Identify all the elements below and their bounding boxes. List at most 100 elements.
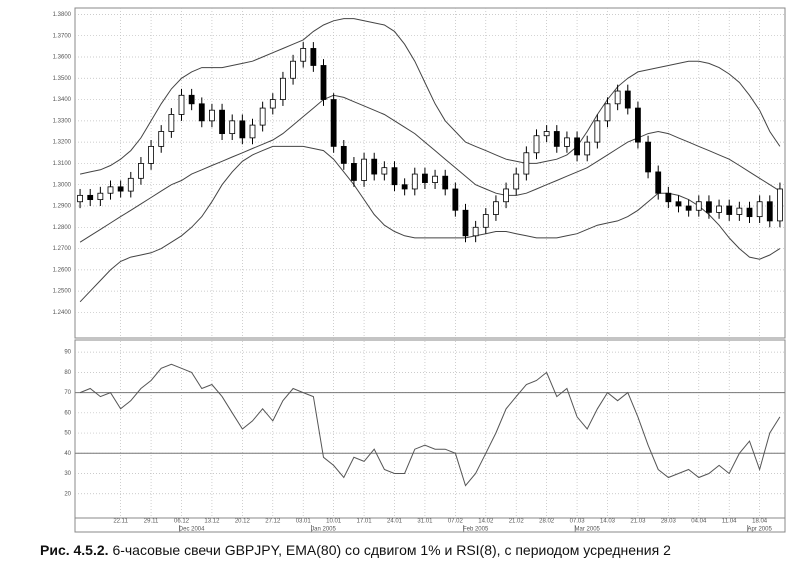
candle-body [198, 103, 205, 122]
caption-text: 6-часовые свечи GBPJPY, EMA(80) со сдвиг… [112, 542, 671, 558]
candle-body [624, 90, 631, 109]
x-tick-label: 13.12 [204, 519, 220, 525]
candle-body [229, 120, 236, 135]
candle-body [655, 171, 662, 194]
x-tick-label: 14.02 [478, 519, 494, 525]
band-line [79, 145, 781, 303]
candle-body [513, 173, 520, 190]
x-tick-label: 22.11 [113, 519, 128, 525]
candle-body [675, 201, 682, 207]
price-panel [74, 7, 786, 339]
x-tick-label: 28.03 [661, 519, 677, 525]
candle-body [401, 184, 408, 190]
candle-body [320, 65, 327, 100]
candle-body [756, 201, 763, 218]
candle-body [746, 207, 753, 218]
candle-body [422, 173, 428, 183]
candle-body [462, 209, 469, 237]
y-tick-label: 1.2500 [53, 289, 72, 295]
x-tick-label: 24.01 [387, 519, 403, 525]
candle-body [371, 158, 378, 175]
candle-body [391, 167, 398, 186]
candle-body [188, 94, 195, 105]
candle-body [726, 205, 733, 215]
candle-body [604, 103, 611, 122]
candle-body [361, 158, 367, 181]
x-tick-label: 28.02 [539, 519, 555, 525]
band-line [79, 18, 781, 175]
x-axis-strip [74, 517, 786, 533]
x-tick-label: 29.11 [144, 519, 159, 525]
x-tick-label: 14.03 [600, 519, 616, 525]
x-tick-label: 21.03 [630, 519, 646, 525]
candle-body [280, 77, 286, 100]
y-tick-label: 1.2400 [53, 310, 72, 316]
caption: Рис. 4.5.2. 6-часовые свечи GBPJPY, EMA(… [40, 542, 671, 558]
candle-body [503, 188, 509, 203]
month-label: Jan 2005 [311, 527, 336, 533]
x-tick-label: 17.01 [357, 519, 373, 525]
candle-body [665, 192, 672, 203]
y-tick-label: 20 [64, 491, 71, 497]
y-tick-label: 1.3600 [53, 55, 72, 61]
candle-body [340, 145, 347, 164]
candle-body [452, 188, 459, 211]
y-tick-label: 1.3700 [53, 33, 72, 39]
x-tick-label: 10.01 [326, 519, 342, 525]
y-tick-label: 1.3800 [53, 12, 72, 18]
candle-body [381, 167, 388, 175]
month-label: Feb 2005 [463, 527, 489, 533]
candle-body [523, 152, 530, 175]
caption-label: Рис. 4.5.2. [40, 542, 109, 558]
candle-body [290, 60, 296, 79]
candle-body [442, 175, 449, 190]
candle-body [777, 188, 783, 222]
chart: 22.11 29.11 06.12 13.12 20.12 27.12 03.01 10.01… [53, 7, 786, 533]
y-tick-label: 50 [64, 431, 71, 437]
candle-body [553, 131, 560, 147]
y-tick-label: 1.2900 [53, 204, 72, 210]
y-tick-label: 1.3000 [53, 182, 72, 188]
y-tick-label: 80 [64, 370, 71, 376]
y-tick-label: 1.2800 [53, 225, 72, 231]
candle-body [614, 90, 621, 105]
y-tick-label: 1.3200 [53, 140, 72, 146]
band-line [79, 94, 781, 243]
month-label: Dec 2004 [179, 527, 205, 533]
x-tick-label: 20.12 [235, 519, 251, 525]
candle-body [209, 109, 215, 122]
candle-body [87, 194, 94, 201]
x-tick-label: 06.12 [174, 519, 190, 525]
candle-body [158, 131, 165, 147]
candle-body [533, 135, 540, 154]
x-tick-label: 27.12 [265, 519, 281, 525]
x-tick-label: 03.01 [296, 519, 312, 525]
candle-body [493, 201, 499, 215]
y-tick-label: 1.3500 [53, 76, 72, 82]
candle-body [574, 137, 580, 156]
candle-body [168, 114, 175, 132]
x-tick-label: 07.02 [448, 519, 464, 525]
candle-body [148, 145, 154, 164]
candle-body [138, 163, 144, 179]
y-tick-label: 60 [64, 410, 71, 416]
y-tick-label: 1.3100 [53, 161, 72, 167]
candle-body [239, 120, 246, 139]
candle-body [543, 131, 550, 137]
candle-body [310, 48, 317, 66]
rsi-line [79, 363, 781, 487]
candle-body [300, 48, 307, 62]
month-label: Apr 2005 [747, 527, 772, 533]
x-tick-label: 04.04 [691, 519, 707, 525]
x-tick-label: 21.02 [509, 519, 525, 525]
candle-body [107, 186, 114, 194]
candle-body [695, 201, 702, 211]
y-tick-label: 1.3300 [53, 118, 72, 124]
x-tick-label: 07.03 [570, 519, 586, 525]
candle-body [351, 163, 357, 181]
candle-body [432, 175, 438, 183]
x-tick-label: 31.01 [417, 519, 433, 525]
candle-body [635, 107, 641, 143]
y-tick-label: 1.2600 [53, 267, 72, 273]
y-tick-label: 90 [64, 350, 71, 356]
